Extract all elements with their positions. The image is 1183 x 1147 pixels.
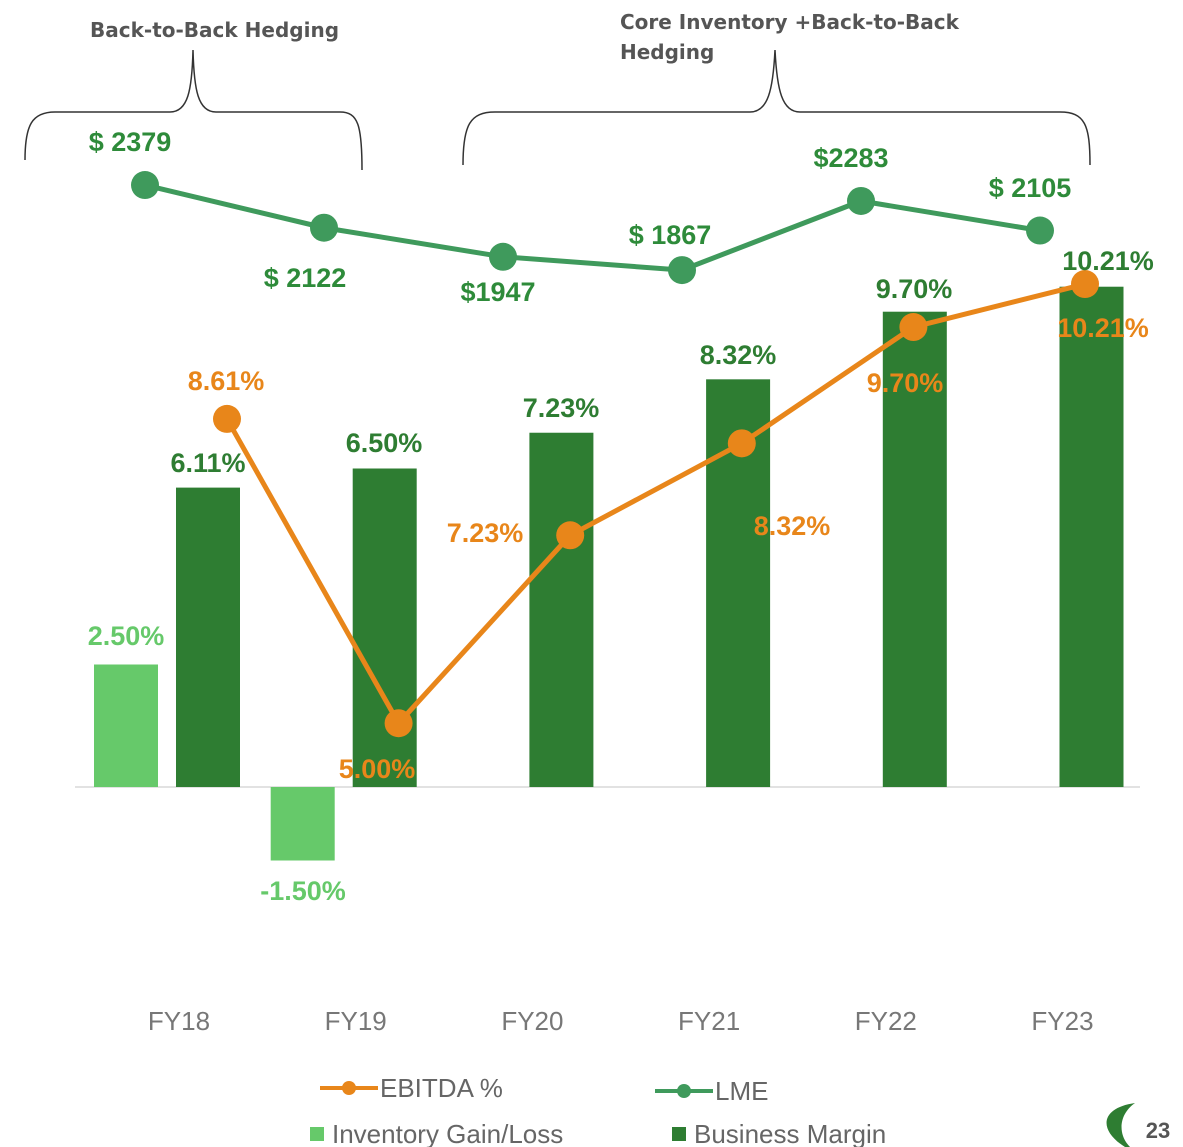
page-number: 23 [1146, 1118, 1170, 1143]
legend-label: LME [715, 1076, 768, 1106]
data-label: $ 1867 [629, 220, 712, 250]
point [131, 171, 159, 200]
bar [1059, 286, 1124, 787]
line [144, 182, 1041, 273]
x-tick-label: FY18 [148, 1006, 210, 1036]
legend-label: EBITDA % [380, 1073, 503, 1103]
data-label: $2283 [813, 143, 888, 173]
point [213, 404, 241, 433]
data-label: 6.50% [346, 428, 423, 458]
point [489, 242, 517, 271]
data-label: 10.21% [1057, 313, 1149, 343]
point [727, 429, 756, 458]
legend-swatch [310, 1127, 324, 1141]
legend-label: Business Margin [694, 1119, 886, 1147]
data-label: 2.50% [88, 621, 165, 651]
bracket [24, 49, 363, 171]
data-label: 7.23% [447, 518, 524, 548]
data-label: 6.11% [170, 448, 245, 478]
bar [352, 468, 417, 787]
legend-swatch [342, 1081, 356, 1095]
point [1071, 270, 1099, 299]
x-tick-label: FY19 [325, 1006, 387, 1036]
x-tick-label: FY22 [855, 1006, 917, 1036]
data-label: $ 2122 [264, 263, 347, 293]
point [899, 313, 928, 342]
point [310, 213, 338, 242]
legend-swatch [672, 1127, 686, 1141]
data-label: -1.50% [260, 876, 346, 906]
data-label: 9.70% [867, 368, 944, 398]
data-label: $ 2379 [89, 127, 172, 157]
data-label: 7.23% [523, 393, 600, 423]
data-label: 8.32% [754, 511, 831, 541]
legend-label: Inventory Gain/Loss [332, 1119, 563, 1147]
data-label: 10.21% [1062, 246, 1154, 276]
page-badge [1106, 1103, 1135, 1147]
point [1026, 216, 1054, 245]
point [384, 709, 413, 738]
data-label: 9.70% [876, 274, 953, 304]
bar [529, 432, 594, 787]
x-tick-label: FY23 [1031, 1006, 1093, 1036]
point [668, 256, 696, 285]
data-label: 5.00% [339, 754, 416, 784]
data-label: 8.61% [188, 366, 265, 396]
bar [176, 487, 240, 787]
legend-swatch [677, 1084, 691, 1098]
bar [94, 664, 158, 787]
data-label: 8.32% [700, 340, 777, 370]
annotation: Core Inventory +Back-to-Back Hedging [620, 10, 959, 64]
x-tick-label: FY21 [678, 1006, 740, 1036]
point [556, 521, 585, 550]
data-label: $1947 [460, 277, 535, 307]
bar [882, 311, 947, 787]
x-tick-label: FY20 [501, 1006, 563, 1036]
data-label: $ 2105 [989, 173, 1072, 203]
bar [270, 787, 335, 861]
annotation: Back-to-Back Hedging [90, 18, 340, 42]
bracket [462, 49, 1091, 166]
line [224, 281, 1086, 728]
point [847, 186, 875, 215]
